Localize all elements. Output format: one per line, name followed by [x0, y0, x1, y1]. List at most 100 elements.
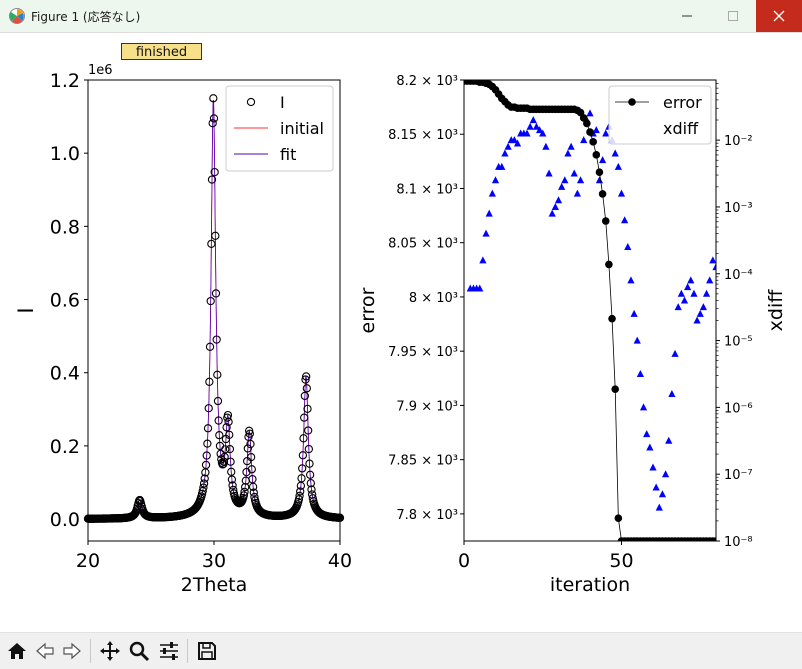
xdiff-point	[510, 136, 518, 144]
data-point	[247, 465, 256, 474]
xdiff-point	[693, 316, 701, 324]
data-point	[304, 426, 313, 435]
xdiff-point	[558, 182, 566, 190]
data-point	[213, 396, 223, 406]
xdiff-point	[564, 149, 572, 157]
xdiff-point	[712, 263, 716, 271]
I-series	[83, 94, 345, 523]
data-point	[304, 444, 313, 454]
xdiff-point	[586, 109, 594, 117]
legend-I-label: I	[280, 93, 285, 112]
back-button[interactable]	[33, 639, 57, 663]
y2-axis-label: xdiff	[765, 289, 787, 332]
xdiff-point	[617, 189, 626, 197]
y-tick-label: 7.9 × 10³	[396, 399, 458, 414]
close-button[interactable]	[756, 0, 802, 32]
y-tick-label: 7.8 × 10³	[396, 508, 458, 523]
offset-label: 1e6	[88, 63, 113, 78]
xdiff-point	[630, 309, 638, 317]
data-point	[202, 451, 211, 460]
error-series	[464, 80, 716, 541]
minimize-button[interactable]	[664, 0, 710, 32]
data-point	[245, 429, 254, 438]
y2-tick-label: 10⁻⁷	[724, 468, 753, 483]
data-point	[295, 491, 304, 501]
xdiff-point	[690, 289, 698, 297]
data-point	[302, 384, 311, 393]
data-point	[203, 439, 212, 448]
error-point	[601, 217, 610, 225]
data-point	[298, 451, 308, 460]
pan-button[interactable]	[98, 639, 122, 663]
xdiff-point	[614, 162, 622, 170]
error-point	[611, 385, 619, 393]
toolbar-separator	[90, 639, 91, 663]
save-button[interactable]	[195, 639, 219, 663]
data-point	[226, 457, 235, 466]
xdiff-point	[706, 276, 714, 284]
data-point	[215, 430, 224, 440]
y2-tick-label: 10⁻⁸	[724, 535, 753, 550]
xdiff-point	[498, 162, 506, 170]
x-tick-label: 50	[609, 550, 633, 572]
data-point	[224, 417, 233, 426]
xdiff-point	[491, 176, 500, 184]
data-point	[213, 370, 222, 379]
title-bar: Figure 1 (応答なし)	[0, 0, 802, 33]
xdiff-point	[668, 390, 676, 398]
data-point	[248, 482, 258, 491]
xdiff-point	[684, 283, 692, 291]
xdiff-point	[479, 256, 487, 264]
x-axis-label: 2Theta	[181, 574, 248, 596]
xdiff-point	[636, 369, 644, 377]
data-point	[249, 488, 258, 497]
xdiff-point	[580, 136, 588, 144]
y-tick-label: 8 × 10³	[409, 291, 458, 306]
xdiff-point	[677, 289, 685, 297]
data-point	[227, 467, 236, 476]
data-point	[204, 404, 213, 413]
navigation-toolbar	[0, 632, 802, 669]
xdiff-point	[646, 443, 654, 451]
error-point	[589, 138, 597, 146]
y-tick-label: 0.6	[50, 290, 80, 312]
data-point	[209, 114, 219, 123]
data-point	[227, 475, 237, 484]
y-tick-label: 8.05 × 10³	[388, 237, 458, 252]
xdiff-point	[680, 296, 689, 304]
data-point	[306, 479, 315, 488]
data-point	[198, 486, 207, 496]
data-point	[211, 231, 220, 240]
close-icon	[773, 10, 785, 22]
y-tick-label: 1.0	[50, 143, 80, 165]
xdiff-point	[696, 309, 704, 317]
data-point	[240, 487, 249, 497]
maximize-button[interactable]	[710, 0, 756, 32]
xdiff-point	[611, 149, 619, 157]
data-point	[205, 377, 214, 386]
xdiff-point	[485, 209, 493, 217]
zoom-button[interactable]	[127, 639, 151, 663]
data-point	[199, 483, 208, 492]
xdiff-point	[595, 176, 604, 184]
figure-canvas[interactable]: 0.0 0.2 0.4 0.6 0.8 1.0 1.2 20 30 40 1e6 2Theta I Iin…	[0, 32, 802, 632]
configure-subplots-button[interactable]	[157, 639, 181, 663]
xdiff-point	[655, 503, 663, 511]
y-tick-label: 7.85 × 10³	[388, 454, 458, 469]
y2-tick-label: 10⁻⁵	[724, 335, 753, 350]
error-point	[614, 514, 623, 523]
data-point	[221, 445, 230, 454]
y-axis-label: error	[357, 287, 379, 333]
legend-fit-label: fit	[280, 145, 296, 164]
xdiff-point	[526, 122, 534, 130]
forward-button[interactable]	[60, 639, 84, 663]
data-point	[298, 464, 307, 473]
x-tick-label: 20	[76, 550, 100, 572]
legend-I-marker	[246, 97, 256, 107]
xdiff-point	[699, 303, 707, 311]
y-tick-label: 0.0	[50, 509, 80, 531]
home-button[interactable]	[5, 639, 29, 663]
data-point	[246, 439, 255, 449]
data-point	[219, 457, 229, 466]
xdiff-point	[592, 126, 600, 134]
